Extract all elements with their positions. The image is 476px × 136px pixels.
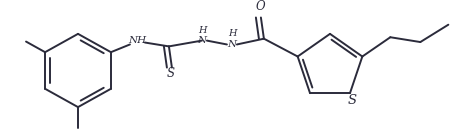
Text: H: H <box>228 29 236 38</box>
Text: S: S <box>167 67 175 80</box>
Text: N: N <box>198 36 207 45</box>
Text: O: O <box>255 0 265 13</box>
Text: S: S <box>347 94 357 107</box>
Text: H: H <box>198 26 206 35</box>
Text: N: N <box>228 40 237 49</box>
Text: NH: NH <box>128 36 146 45</box>
